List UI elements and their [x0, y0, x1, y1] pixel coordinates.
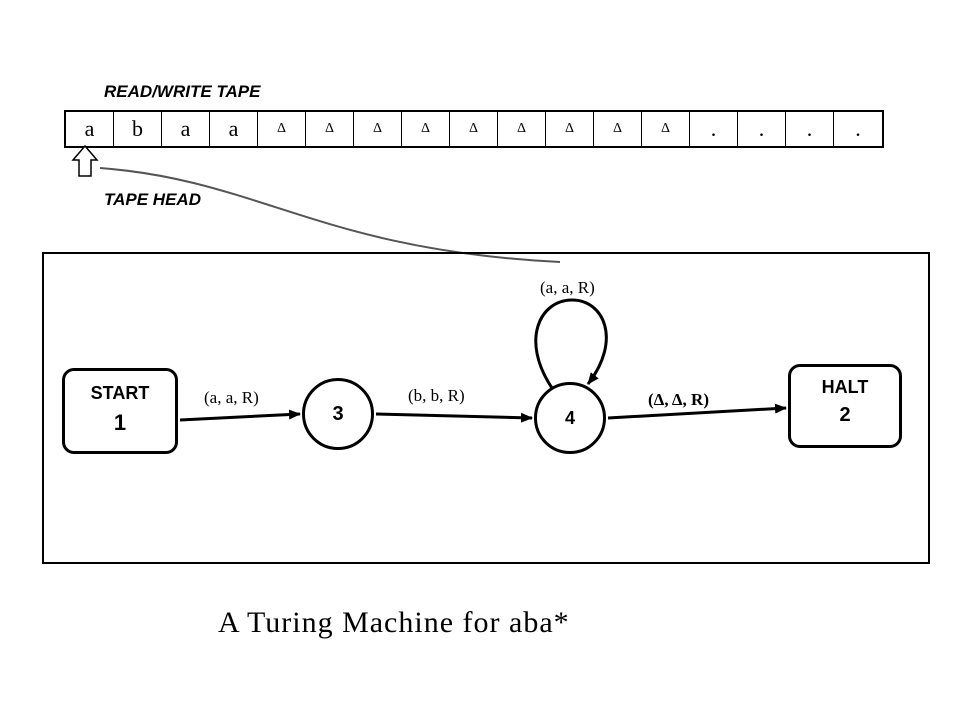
tape-cell: Δ	[642, 112, 690, 146]
tape-cell: a	[66, 112, 114, 146]
tape-cell: .	[690, 112, 738, 146]
tape-title-label: READ/WRITE TAPE	[104, 82, 260, 102]
tape-cell: Δ	[450, 112, 498, 146]
tape-cell: Δ	[594, 112, 642, 146]
tape: abaaΔΔΔΔΔΔΔΔΔ....	[64, 110, 884, 148]
edge-label-42: (Δ, Δ, R)	[648, 390, 709, 410]
tape-cell: Δ	[498, 112, 546, 146]
connector-curve	[100, 168, 560, 262]
tape-cell: Δ	[258, 112, 306, 146]
tape-cell: Δ	[546, 112, 594, 146]
node-3: 3	[302, 378, 374, 450]
edge-label-13: (a, a, R)	[204, 388, 259, 408]
node-halt-label-top: HALT	[791, 377, 899, 398]
node-start-label-top: START	[65, 383, 175, 404]
edge-label-34: (b, b, R)	[408, 386, 465, 406]
tape-cell: Δ	[402, 112, 450, 146]
node-start-label-bottom: 1	[65, 410, 175, 436]
tape-head-label: TAPE HEAD	[104, 190, 201, 210]
tape-cell: Δ	[354, 112, 402, 146]
node-4: 4	[534, 382, 606, 454]
tape-head-arrow-icon	[73, 146, 97, 176]
tape-cell: .	[738, 112, 786, 146]
node-halt-label-bottom: 2	[791, 404, 899, 427]
node-start: START 1	[62, 368, 178, 454]
tape-cell: .	[786, 112, 834, 146]
tape-cell: .	[834, 112, 882, 146]
tape-cell: b	[114, 112, 162, 146]
tape-cell: a	[210, 112, 258, 146]
edge-label-44: (a, a, R)	[540, 278, 595, 298]
caption: A Turing Machine for aba*	[218, 606, 570, 640]
node-4-label: 4	[565, 408, 575, 429]
tape-cell: a	[162, 112, 210, 146]
tape-cell: Δ	[306, 112, 354, 146]
node-3-label: 3	[332, 403, 343, 426]
node-halt: HALT 2	[788, 364, 902, 448]
